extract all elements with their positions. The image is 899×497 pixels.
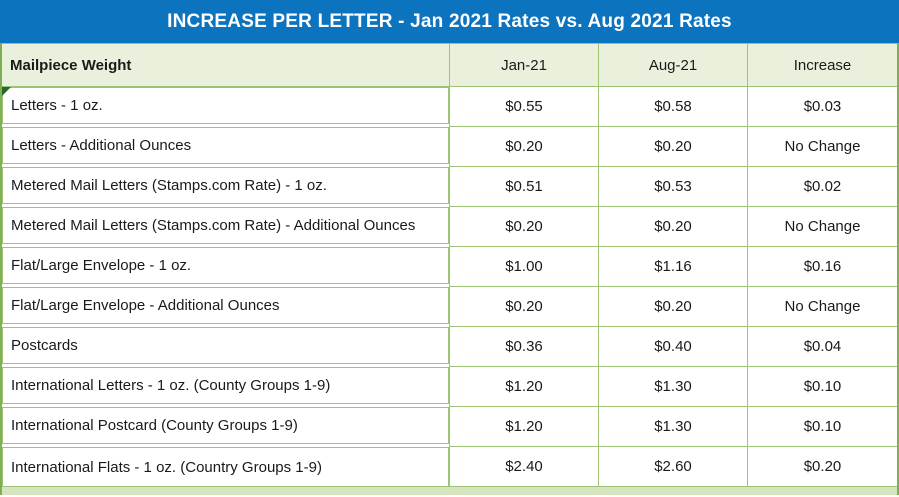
- cell-aug-21-rate: $0.20: [598, 287, 747, 327]
- column-header-aug-21: Aug-21: [598, 44, 747, 86]
- cell-increase: No Change: [747, 287, 897, 327]
- cell-jan-21-rate: $0.20: [449, 127, 598, 167]
- cell-increase: $0.16: [747, 247, 897, 287]
- table-body: Letters - 1 oz. $0.55 $0.58 $0.03 Letter…: [2, 87, 897, 487]
- cell-increase: $0.03: [747, 87, 897, 127]
- column-header-jan-21: Jan-21: [449, 44, 598, 86]
- cell-aug-21-rate: $0.58: [598, 87, 747, 127]
- cell-increase: No Change: [747, 207, 897, 247]
- cell-jan-21-rate: $0.36: [449, 327, 598, 367]
- mailpiece-weight-label: International Postcard (County Groups 1-…: [2, 407, 449, 444]
- cell-mailpiece-weight: International Letters - 1 oz. (County Gr…: [2, 367, 449, 407]
- column-header-mailpiece-weight: Mailpiece Weight: [10, 56, 132, 74]
- mailpiece-weight-label: International Letters - 1 oz. (County Gr…: [2, 367, 449, 404]
- cell-aug-21-rate: $2.60: [598, 447, 747, 487]
- cell-aug-21-rate: $1.16: [598, 247, 747, 287]
- cell-mailpiece-weight: Flat/Large Envelope - Additional Ounces: [2, 287, 449, 327]
- cell-mailpiece-weight: International Flats - 1 oz. (Country Gro…: [2, 447, 449, 487]
- cell-increase: $0.04: [747, 327, 897, 367]
- cell-mailpiece-weight: Metered Mail Letters (Stamps.com Rate) -…: [2, 207, 449, 247]
- cell-increase: $0.10: [747, 367, 897, 407]
- cell-increase: $0.20: [747, 447, 897, 487]
- cell-mailpiece-weight: International Postcard (County Groups 1-…: [2, 407, 449, 447]
- cell-jan-21-rate: $0.20: [449, 207, 598, 247]
- cell-mailpiece-weight: Postcards: [2, 327, 449, 367]
- cell-jan-21-rate: $2.40: [449, 447, 598, 487]
- cell-mailpiece-weight: Letters - 1 oz.: [2, 87, 449, 127]
- table-header-row: Mailpiece Weight Jan-21 Aug-21 Increase: [2, 43, 897, 87]
- mailpiece-weight-label: Postcards: [2, 327, 449, 364]
- cell-jan-21-rate: $1.20: [449, 407, 598, 447]
- cell-jan-21-rate: $1.00: [449, 247, 598, 287]
- table-title: INCREASE PER LETTER - Jan 2021 Rates vs.…: [167, 10, 732, 32]
- cell-jan-21-rate: $0.55: [449, 87, 598, 127]
- cell-aug-21-rate: $0.20: [598, 127, 747, 167]
- cell-increase: No Change: [747, 127, 897, 167]
- cell-increase: $0.02: [747, 167, 897, 207]
- mailpiece-weight-label: Metered Mail Letters (Stamps.com Rate) -…: [2, 207, 449, 244]
- table-title-bar: INCREASE PER LETTER - Jan 2021 Rates vs.…: [0, 0, 899, 43]
- mailpiece-weight-label: International Flats - 1 oz. (Country Gro…: [2, 447, 449, 487]
- cell-increase: $0.10: [747, 407, 897, 447]
- cell-aug-21-rate: $0.40: [598, 327, 747, 367]
- corner-flag-icon: [2, 87, 11, 96]
- cell-aug-21-rate: $0.53: [598, 167, 747, 207]
- cell-aug-21-rate: $0.20: [598, 207, 747, 247]
- mailpiece-weight-label: Flat/Large Envelope - 1 oz.: [2, 247, 449, 284]
- table-frame: Mailpiece Weight Jan-21 Aug-21 Increase …: [0, 43, 899, 487]
- bottom-border-band: [0, 487, 899, 495]
- cell-jan-21-rate: $0.20: [449, 287, 598, 327]
- cell-mailpiece-weight: Letters - Additional Ounces: [2, 127, 449, 167]
- column-header-increase: Increase: [747, 44, 897, 86]
- mailpiece-weight-label: Letters - Additional Ounces: [2, 127, 449, 164]
- mailpiece-weight-label: Flat/Large Envelope - Additional Ounces: [2, 287, 449, 324]
- cell-mailpiece-weight: Flat/Large Envelope - 1 oz.: [2, 247, 449, 287]
- cell-aug-21-rate: $1.30: [598, 407, 747, 447]
- cell-jan-21-rate: $1.20: [449, 367, 598, 407]
- mailpiece-weight-label: Letters - 1 oz.: [2, 87, 449, 124]
- mailpiece-weight-label: Metered Mail Letters (Stamps.com Rate) -…: [2, 167, 449, 204]
- cell-jan-21-rate: $0.51: [449, 167, 598, 207]
- cell-mailpiece-weight: Metered Mail Letters (Stamps.com Rate) -…: [2, 167, 449, 207]
- cell-aug-21-rate: $1.30: [598, 367, 747, 407]
